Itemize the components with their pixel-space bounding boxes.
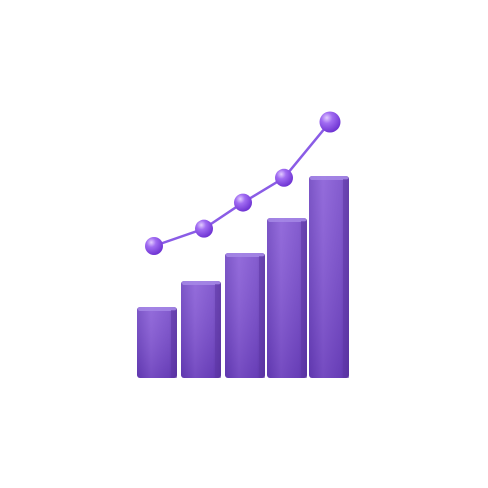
trend-point xyxy=(195,219,213,238)
chart-bar xyxy=(225,253,265,378)
trend-point xyxy=(145,237,163,255)
bars-group xyxy=(137,176,349,378)
chart-bar xyxy=(309,176,349,378)
trend-point xyxy=(319,111,341,133)
trend-line-group xyxy=(145,111,341,255)
trend-point xyxy=(234,193,252,212)
chart-bar xyxy=(267,218,307,378)
chart-bar xyxy=(137,307,177,378)
chart-bar xyxy=(181,281,221,378)
trend-point xyxy=(275,168,293,187)
